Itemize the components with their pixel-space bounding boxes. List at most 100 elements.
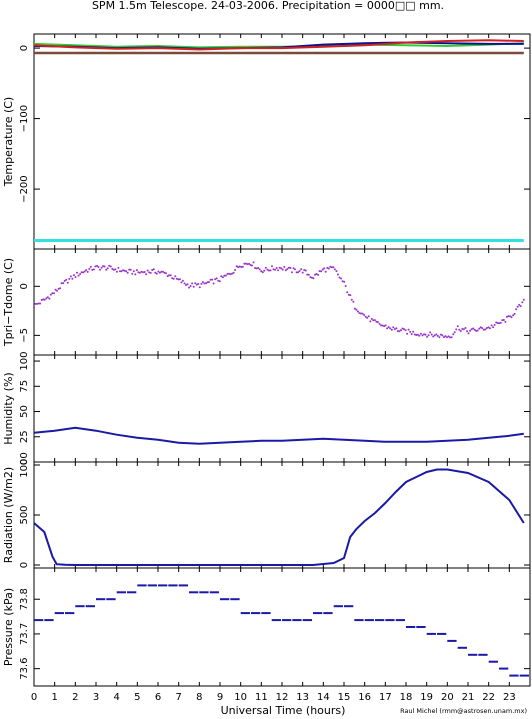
data-point <box>461 328 464 330</box>
data-point <box>100 266 103 269</box>
y-tick-label: −100 <box>19 105 30 132</box>
data-point <box>80 271 83 274</box>
data-point <box>361 312 364 315</box>
data-point <box>235 265 238 268</box>
data-point <box>82 271 85 274</box>
data-point <box>403 328 405 331</box>
data-point <box>432 335 435 338</box>
panel-frame <box>33 461 531 569</box>
data-point <box>457 646 467 649</box>
data-point <box>373 319 376 322</box>
data-point <box>157 270 160 273</box>
data-point <box>406 332 409 335</box>
data-point <box>410 333 413 336</box>
data-point <box>507 315 510 318</box>
data-point <box>243 262 246 265</box>
data-point <box>283 265 286 268</box>
data-point <box>261 271 264 274</box>
data-point <box>321 268 324 271</box>
x-axis-label: Universal Time (hours) <box>221 704 346 717</box>
data-point <box>77 274 80 277</box>
data-point <box>209 591 219 594</box>
data-point <box>426 335 429 338</box>
data-point <box>318 270 321 273</box>
y-tick-label: 1000 <box>19 452 30 477</box>
data-point <box>102 265 105 268</box>
data-point <box>354 619 364 622</box>
y-axis-label: Humidity (%) <box>2 372 15 444</box>
series-line-blue <box>33 468 525 566</box>
data-point <box>516 305 519 308</box>
data-point <box>134 273 137 276</box>
data-point <box>68 277 71 280</box>
data-point <box>120 270 123 273</box>
y-axis-label: Pressure (kPa) <box>2 588 15 666</box>
data-point <box>509 315 511 318</box>
data-point <box>266 268 269 271</box>
x-tick-label: 3 <box>93 692 99 703</box>
data-point <box>286 268 289 270</box>
data-point <box>395 619 405 622</box>
data-point <box>106 267 109 270</box>
data-point <box>108 264 111 267</box>
data-point <box>261 612 271 615</box>
panels: 0 −100 −200 Temperature (C) 0 −5 Tpri−Tdome (C… <box>2 33 531 687</box>
x-tick-label: 2 <box>72 692 78 703</box>
data-point <box>510 316 513 319</box>
data-point <box>409 330 412 333</box>
data-point <box>385 619 395 622</box>
data-point <box>271 619 281 622</box>
data-point <box>455 328 458 331</box>
x-tick-label: 11 <box>255 692 268 703</box>
data-point <box>36 302 39 305</box>
panel-frame <box>33 248 531 356</box>
data-point <box>137 584 147 587</box>
data-point <box>340 277 343 280</box>
data-point <box>502 319 505 321</box>
data-point <box>154 271 157 274</box>
y-tick-label: 0 <box>19 459 30 465</box>
data-point <box>468 653 478 656</box>
data-point <box>72 274 75 277</box>
data-point <box>416 333 419 336</box>
data-point <box>499 321 502 324</box>
panel-tpri-tdome: 0 −5 Tpri−Tdome (C) <box>2 248 531 356</box>
data-point <box>188 286 191 289</box>
data-point <box>487 326 490 329</box>
y-tick-label: 500 <box>19 505 30 524</box>
y-tick-label: 25 <box>19 430 30 443</box>
data-point <box>57 287 60 290</box>
data-point <box>119 270 121 273</box>
data-point <box>145 273 148 276</box>
data-point <box>292 619 302 622</box>
data-point <box>401 327 404 330</box>
x-tick-label: 14 <box>317 692 330 703</box>
data-point <box>323 612 333 615</box>
data-point <box>122 269 125 272</box>
data-point <box>479 326 482 329</box>
data-point <box>171 277 174 280</box>
data-point <box>444 335 447 338</box>
data-point <box>501 319 504 322</box>
data-point <box>384 324 387 327</box>
data-point <box>248 262 250 265</box>
data-point <box>332 266 335 269</box>
data-point <box>226 272 229 275</box>
data-point <box>478 327 481 330</box>
x-tick-label: 18 <box>400 692 413 703</box>
x-tick-label: 21 <box>462 692 475 703</box>
data-point <box>415 334 418 336</box>
data-point <box>453 331 456 334</box>
data-point <box>271 265 273 268</box>
data-point <box>237 266 240 269</box>
data-point <box>333 605 343 608</box>
data-point <box>421 334 424 337</box>
data-point <box>456 325 459 328</box>
data-point <box>89 265 92 268</box>
data-point <box>475 329 478 332</box>
data-point <box>485 327 488 329</box>
data-point <box>69 275 72 278</box>
panel-frame <box>33 567 531 687</box>
data-point <box>40 299 43 301</box>
data-point <box>49 293 52 296</box>
